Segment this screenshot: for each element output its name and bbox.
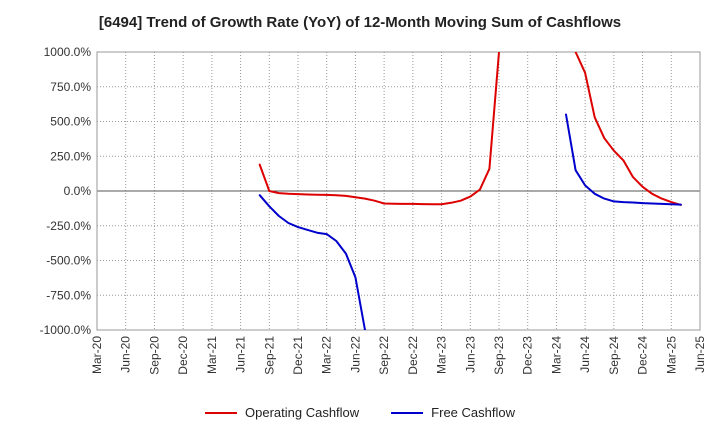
y-tick-label: -250.0% <box>46 219 91 233</box>
chart-title: [6494] Trend of Growth Rate (YoY) of 12-… <box>98 14 622 31</box>
x-tick-label: Sep-23 <box>492 336 506 375</box>
x-tick-label: Dec-20 <box>176 336 190 375</box>
x-tick-label: Mar-25 <box>664 336 678 374</box>
x-tick-label: Jun-20 <box>119 336 133 373</box>
legend-swatch <box>205 411 237 414</box>
x-tick-label: Sep-24 <box>607 336 621 375</box>
y-tick-label: 0.0% <box>64 184 92 198</box>
gridlines <box>96 51 701 331</box>
x-tick-label: Mar-23 <box>435 336 449 374</box>
free-cashflow-line <box>258 194 366 330</box>
axes: 1000.0% 750.0% 500.0% 250.0% 0.0% -250.0% -500… <box>40 45 707 375</box>
x-tick-label: Sep-21 <box>262 336 276 375</box>
x-tick-label: Dec-23 <box>521 336 535 375</box>
free-cashflow-line <box>565 113 682 206</box>
x-tick-label: Mar-22 <box>320 336 334 374</box>
x-tick-label: Dec-22 <box>406 336 420 375</box>
x-tick-label: Mar-21 <box>205 336 219 374</box>
series-layer <box>258 52 682 330</box>
x-tick-label: Sep-22 <box>377 336 391 375</box>
operating-cashflow-line <box>258 52 500 206</box>
x-tick-label: Jun-25 <box>693 336 707 373</box>
operating-cashflow-line <box>574 52 682 206</box>
legend: Operating Cashflow Free Cashflow <box>0 405 720 420</box>
legend-item: Free Cashflow <box>391 405 515 420</box>
legend-label: Free Cashflow <box>431 405 515 420</box>
y-tick-label: 250.0% <box>50 149 91 163</box>
x-tick-label: Jun-21 <box>234 336 248 373</box>
y-tick-label: 500.0% <box>50 115 91 129</box>
x-tick-label: Jun-23 <box>463 336 477 373</box>
y-tick-label: 1000.0% <box>44 45 92 59</box>
x-tick-label: Dec-21 <box>291 336 305 375</box>
legend-label: Operating Cashflow <box>245 405 360 420</box>
y-tick-label: -500.0% <box>46 254 91 268</box>
x-tick-label: Mar-24 <box>549 336 563 374</box>
x-tick-label: Sep-20 <box>147 336 161 375</box>
x-tick-label: Dec-24 <box>636 336 650 375</box>
x-tick-label: Jun-22 <box>348 336 362 373</box>
legend-item: Operating Cashflow <box>205 405 359 420</box>
plot-frame <box>96 51 701 331</box>
x-tick-label: Mar-20 <box>90 336 104 374</box>
y-tick-label: -1000.0% <box>40 323 92 337</box>
legend-swatch <box>391 411 424 414</box>
y-tick-label: -750.0% <box>46 288 91 302</box>
y-tick-label: 750.0% <box>50 80 91 94</box>
x-tick-label: Jun-24 <box>578 336 592 373</box>
